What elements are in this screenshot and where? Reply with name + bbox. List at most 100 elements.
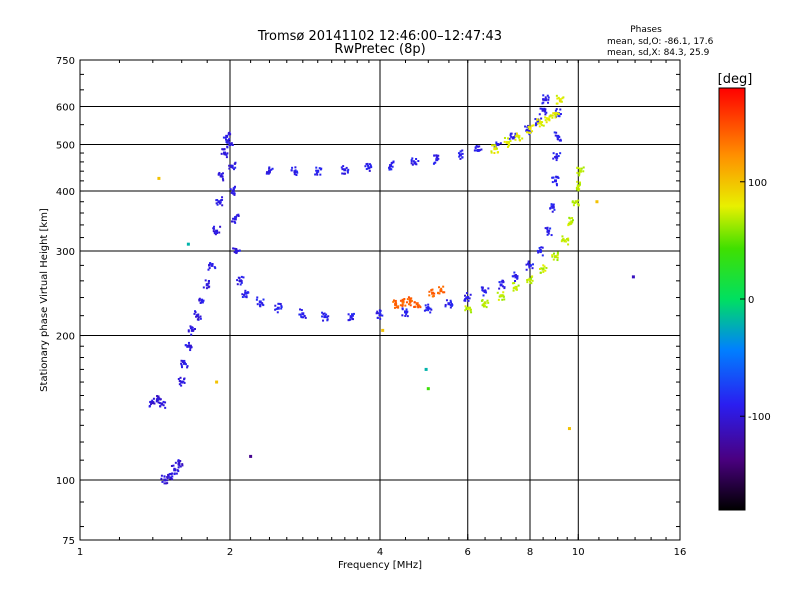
data-point-x [562,96,565,99]
data-point-o [514,279,517,282]
data-point-o [164,401,167,404]
data-point-x [517,136,520,139]
data-point-o [341,172,344,175]
data-point-x [405,301,408,304]
phase-stats-o: mean, sd,O: -86.1, 17.6 [607,37,714,47]
data-point-o [530,264,533,267]
data-point-x [406,298,409,301]
data-point-o [327,315,330,318]
data-point-x [536,118,539,121]
data-point-o [196,318,199,321]
data-point-o [295,170,298,173]
data-point-o [430,308,433,311]
data-point-o [514,132,517,135]
data-point-o [258,304,261,307]
data-point-x [395,306,398,309]
data-point-o [450,303,453,306]
x-axis-label: Frequency [MHz] [338,560,422,571]
data-point-o [156,395,159,398]
data-point-o [181,366,184,369]
data-point-o [545,111,548,114]
data-point-o [449,299,452,302]
data-point-o [410,159,413,162]
data-point-x [528,126,532,130]
data-point-o [459,157,462,160]
data-point-o [208,264,211,267]
data-point-o [375,312,378,315]
data-point-o [236,283,239,286]
data-point-o [303,314,306,317]
data-point-x [401,298,404,301]
data-point-x [470,311,473,314]
data-point-o [551,206,554,209]
y-axis-label: Stationary phase Virtual Height [km] [39,208,50,392]
data-point-o [206,283,209,286]
data-point-o [189,327,192,330]
data-point-x [394,299,397,302]
data-point-x [539,122,542,125]
chart-title: Tromsø 20141102 12:46:00–12:47:43 [257,29,502,44]
data-point-o [510,132,513,135]
data-point-o [525,128,529,132]
data-point-o [231,144,234,147]
data-point-o [464,299,467,302]
data-point-o [557,176,560,179]
data-point-o [225,156,228,159]
data-point-o [467,299,470,302]
data-point-o [228,167,231,170]
data-point-x [526,279,529,282]
x-tick-label: 8 [527,547,533,558]
data-point-o [368,169,371,172]
data-point-x [567,237,570,240]
data-point-o [178,380,181,383]
data-point-o [553,131,556,134]
data-point-o [198,297,201,300]
data-point-o [209,262,212,265]
data-point-o [487,287,490,290]
data-point-o [290,169,293,172]
data-point-x [513,286,516,289]
data-point-o [498,281,501,284]
data-point-o [550,205,553,208]
data-point-o [180,364,183,367]
data-point-o [182,380,185,383]
data-point-o [391,165,394,168]
data-point-o [347,168,350,171]
data-point-x [481,304,484,307]
data-point-o [449,304,452,307]
data-point-o [172,464,175,467]
data-point-x [556,256,559,259]
data-point-o [227,133,230,136]
data-point-o [549,207,552,210]
data-point-o [516,277,519,280]
data-point-o [364,165,367,168]
data-point-o [390,168,393,171]
data-point-x [527,131,530,134]
data-point-o [476,148,480,152]
data-point-o [527,262,530,265]
data-point-o [230,142,233,145]
data-point-o [240,281,243,284]
data-point-isolated [595,200,599,204]
data-point-x [392,300,395,303]
data-point-x [503,136,506,139]
data-point-o [276,306,280,310]
data-point-o [450,304,453,307]
data-point-o [186,365,189,368]
data-point-o [344,172,347,175]
data-point-x [531,279,534,282]
data-point-o [169,476,173,480]
data-point-x [517,284,520,287]
data-point-o [351,314,354,317]
data-point-o [459,154,462,157]
data-point-o [510,135,513,138]
data-point-o [245,295,248,298]
data-point-x [511,282,514,285]
data-point-o [461,152,464,155]
data-point-o [159,405,162,408]
data-point-o [158,397,161,400]
data-point-o [215,202,218,205]
data-point-o [539,249,542,252]
data-point-o [547,232,550,235]
data-point-x [417,306,420,309]
